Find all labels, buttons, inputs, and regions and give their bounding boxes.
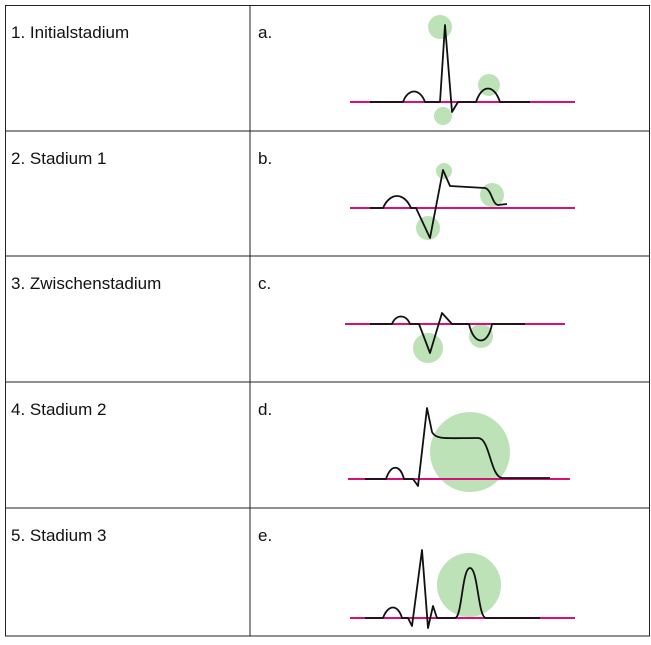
- letter-label: c.: [258, 274, 271, 293]
- stage-label: 2. Stadium 1: [11, 149, 106, 168]
- stage-label: 4. Stadium 2: [11, 400, 106, 419]
- ecg-d: [348, 408, 570, 492]
- page: {"table": {"rows": [ ["1. Initialstadium…: [0, 0, 651, 640]
- letter-label: d.: [258, 400, 272, 419]
- ecg-b: [350, 163, 575, 240]
- ecg-e: [350, 550, 575, 628]
- letter-label: a.: [258, 23, 272, 42]
- ecg-c: [345, 313, 565, 363]
- stage-label: 1. Initialstadium: [11, 23, 129, 42]
- stage-label: 5. Stadium 3: [11, 526, 106, 545]
- ecg-a: [350, 15, 575, 125]
- stage-label: 3. Zwischenstadium: [11, 274, 161, 293]
- letter-label: e.: [258, 526, 272, 545]
- ecg-table: 1. Initialstadium a. 2. Stadium 1 b. 3. Zwis…: [0, 0, 651, 640]
- letter-label: b.: [258, 149, 272, 168]
